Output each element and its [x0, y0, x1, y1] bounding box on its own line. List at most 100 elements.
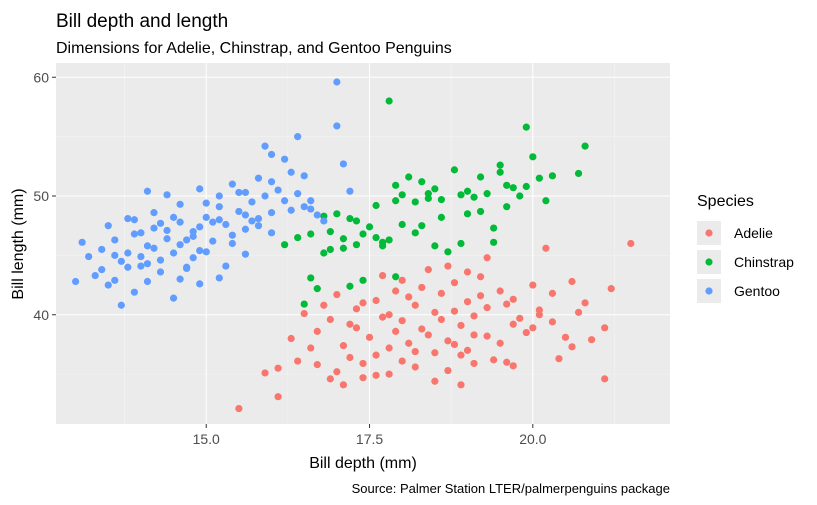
point-adelie [359, 359, 367, 368]
point-gentoo [339, 160, 348, 168]
point-gentoo [169, 294, 178, 302]
point-chinstrap [392, 197, 400, 205]
point-adelie [431, 308, 439, 316]
point-adelie [568, 277, 576, 286]
point-adelie [581, 299, 589, 307]
point-chinstrap [457, 191, 465, 199]
point-gentoo [130, 230, 138, 238]
point-gentoo [241, 188, 250, 197]
point-chinstrap [496, 161, 504, 169]
point-chinstrap [503, 181, 511, 189]
point-chinstrap [509, 184, 517, 192]
point-chinstrap [437, 195, 445, 204]
y-tick-label: 60 [33, 69, 49, 85]
x-tick-label: 17.5 [356, 431, 383, 447]
point-adelie [444, 337, 452, 345]
point-adelie [463, 298, 472, 306]
legend-marker-chinstrap [705, 258, 713, 266]
point-gentoo [202, 213, 210, 221]
legend: Species Adelie Chinstrap Gentoo [697, 193, 794, 303]
point-adelie [555, 355, 563, 363]
point-gentoo [228, 239, 236, 248]
point-adelie [601, 375, 609, 383]
x-tick-label: 20.0 [519, 431, 546, 447]
point-chinstrap [450, 166, 459, 174]
point-chinstrap [476, 207, 485, 216]
point-chinstrap [411, 198, 419, 206]
point-gentoo [261, 142, 269, 150]
point-gentoo [215, 192, 223, 200]
point-chinstrap [346, 282, 354, 290]
point-gentoo [189, 254, 197, 262]
point-adelie [561, 333, 570, 341]
point-adelie [287, 334, 295, 343]
point-gentoo [202, 248, 210, 256]
point-gentoo [111, 236, 119, 244]
point-gentoo [241, 250, 250, 258]
point-chinstrap [307, 274, 315, 282]
point-gentoo [267, 178, 276, 186]
point-gentoo [71, 277, 80, 286]
point-adelie [450, 307, 459, 315]
point-adelie [392, 287, 400, 295]
point-chinstrap [372, 201, 380, 210]
point-gentoo [202, 199, 210, 207]
point-adelie [339, 381, 348, 389]
point-chinstrap [431, 185, 439, 193]
point-chinstrap [359, 230, 367, 238]
point-chinstrap [359, 276, 367, 284]
point-gentoo [124, 214, 132, 223]
point-gentoo [111, 276, 119, 284]
point-gentoo [261, 192, 269, 200]
point-gentoo [300, 172, 308, 180]
point-adelie [372, 296, 380, 305]
point-adelie [385, 370, 393, 378]
point-gentoo [169, 249, 178, 257]
point-gentoo [183, 236, 191, 244]
point-gentoo [254, 214, 263, 223]
point-gentoo [143, 277, 152, 286]
point-adelie [372, 371, 380, 379]
point-adelie [437, 315, 445, 324]
point-adelie [359, 299, 367, 307]
point-gentoo [294, 133, 302, 141]
point-gentoo [176, 275, 184, 283]
point-gentoo [143, 187, 152, 195]
point-chinstrap [437, 213, 445, 221]
point-gentoo [267, 150, 276, 159]
point-chinstrap [522, 123, 530, 131]
point-gentoo [254, 222, 263, 230]
point-gentoo [215, 203, 223, 211]
legend-marker-adelie [705, 229, 713, 237]
point-adelie [483, 304, 491, 312]
point-gentoo [150, 244, 158, 252]
legend-label-adelie: Adelie [734, 225, 773, 241]
point-adelie [463, 268, 472, 276]
point-chinstrap [392, 273, 400, 281]
point-gentoo [176, 200, 184, 208]
point-chinstrap [581, 142, 589, 150]
point-gentoo [150, 224, 158, 232]
point-chinstrap [516, 192, 524, 200]
point-adelie [261, 369, 269, 377]
point-adelie [457, 321, 465, 330]
point-chinstrap [392, 181, 400, 189]
point-gentoo [307, 197, 315, 205]
point-adelie [294, 357, 302, 365]
point-chinstrap [365, 223, 374, 231]
point-gentoo [176, 218, 184, 226]
point-chinstrap [522, 182, 530, 191]
point-chinstrap [418, 178, 426, 186]
point-gentoo [287, 206, 295, 214]
point-adelie [483, 254, 491, 262]
gridlines [56, 63, 670, 424]
point-gentoo [111, 251, 119, 259]
point-adelie [548, 289, 557, 297]
point-adelie [235, 404, 243, 413]
x-axis-title: Bill depth (mm) [309, 455, 417, 472]
point-chinstrap [339, 235, 348, 243]
point-chinstrap [574, 169, 583, 178]
point-gentoo [163, 226, 171, 235]
point-adelie [424, 331, 432, 339]
point-chinstrap [457, 239, 465, 248]
